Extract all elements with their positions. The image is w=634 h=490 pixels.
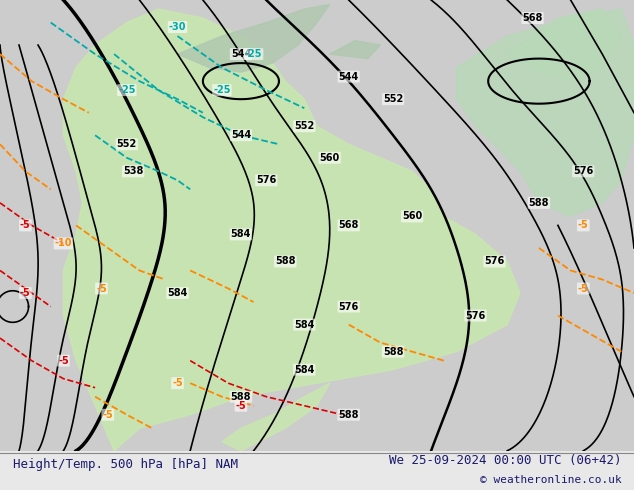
Text: -5: -5 [20,220,30,230]
Text: 584: 584 [294,319,314,330]
Polygon shape [222,383,330,451]
Text: 560: 560 [402,211,422,221]
Text: 584: 584 [294,365,314,375]
Text: 552: 552 [383,94,403,104]
Text: 588: 588 [231,392,251,402]
Text: -5: -5 [58,356,68,366]
Text: 584: 584 [167,288,188,298]
Text: 588: 588 [339,410,359,420]
Polygon shape [330,41,380,59]
Text: 576: 576 [465,311,486,320]
Text: We 25-09-2024 00:00 UTC (06+42): We 25-09-2024 00:00 UTC (06+42) [389,454,621,467]
Polygon shape [63,9,520,451]
Text: 576: 576 [484,256,505,267]
Polygon shape [456,9,634,217]
Text: -5: -5 [103,410,113,420]
Text: -25: -25 [118,85,136,95]
Text: © weatheronline.co.uk: © weatheronline.co.uk [479,475,621,485]
Text: 544: 544 [231,49,251,59]
Text: 576: 576 [339,301,359,312]
Text: 538: 538 [123,166,143,176]
Text: 560: 560 [320,153,340,163]
Polygon shape [507,9,621,81]
Text: 588: 588 [275,256,295,267]
Text: 568: 568 [339,220,359,230]
Text: 552: 552 [117,139,137,149]
Text: 584: 584 [231,229,251,240]
Text: -5: -5 [236,401,246,411]
Text: -25: -25 [245,49,262,59]
Text: 544: 544 [231,130,251,140]
Text: -5: -5 [578,284,588,294]
Polygon shape [178,4,330,72]
Text: Height/Temp. 500 hPa [hPa] NAM: Height/Temp. 500 hPa [hPa] NAM [13,458,238,471]
Text: -5: -5 [578,220,588,230]
Text: -30: -30 [169,22,186,32]
Text: 568: 568 [522,13,543,23]
Text: 576: 576 [256,175,276,185]
Text: 552: 552 [294,121,314,131]
Text: -5: -5 [20,288,30,298]
Text: 588: 588 [529,198,549,208]
Text: -10: -10 [55,239,72,248]
Text: 576: 576 [573,166,593,176]
Text: 544: 544 [339,72,359,82]
Text: -5: -5 [96,284,107,294]
Text: -5: -5 [172,378,183,388]
Text: 588: 588 [383,346,403,357]
Text: -25: -25 [213,85,231,95]
